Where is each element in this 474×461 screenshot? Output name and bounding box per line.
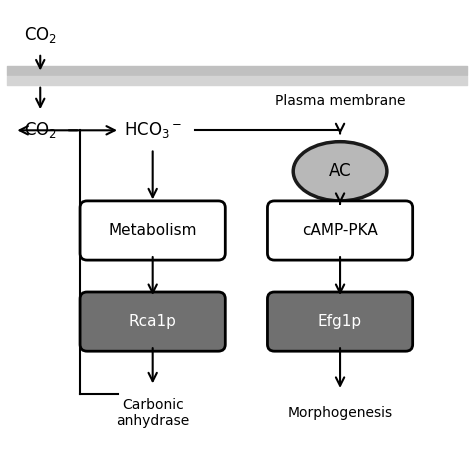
Text: cAMP-PKA: cAMP-PKA: [302, 223, 378, 238]
Text: CO$_2$: CO$_2$: [24, 120, 57, 140]
FancyBboxPatch shape: [267, 292, 413, 351]
Text: AC: AC: [329, 162, 351, 180]
FancyBboxPatch shape: [80, 292, 225, 351]
Ellipse shape: [293, 142, 387, 201]
FancyBboxPatch shape: [267, 201, 413, 260]
Text: Rca1p: Rca1p: [129, 314, 177, 329]
FancyBboxPatch shape: [80, 201, 225, 260]
Text: Carbonic
anhydrase: Carbonic anhydrase: [116, 397, 189, 428]
Text: CO$_2$: CO$_2$: [24, 24, 57, 45]
Text: Plasma membrane: Plasma membrane: [275, 94, 405, 108]
Text: Metabolism: Metabolism: [109, 223, 197, 238]
Text: HCO$_3$$^-$: HCO$_3$$^-$: [124, 120, 182, 140]
Text: Morphogenesis: Morphogenesis: [288, 406, 392, 420]
Text: Efg1p: Efg1p: [318, 314, 362, 329]
